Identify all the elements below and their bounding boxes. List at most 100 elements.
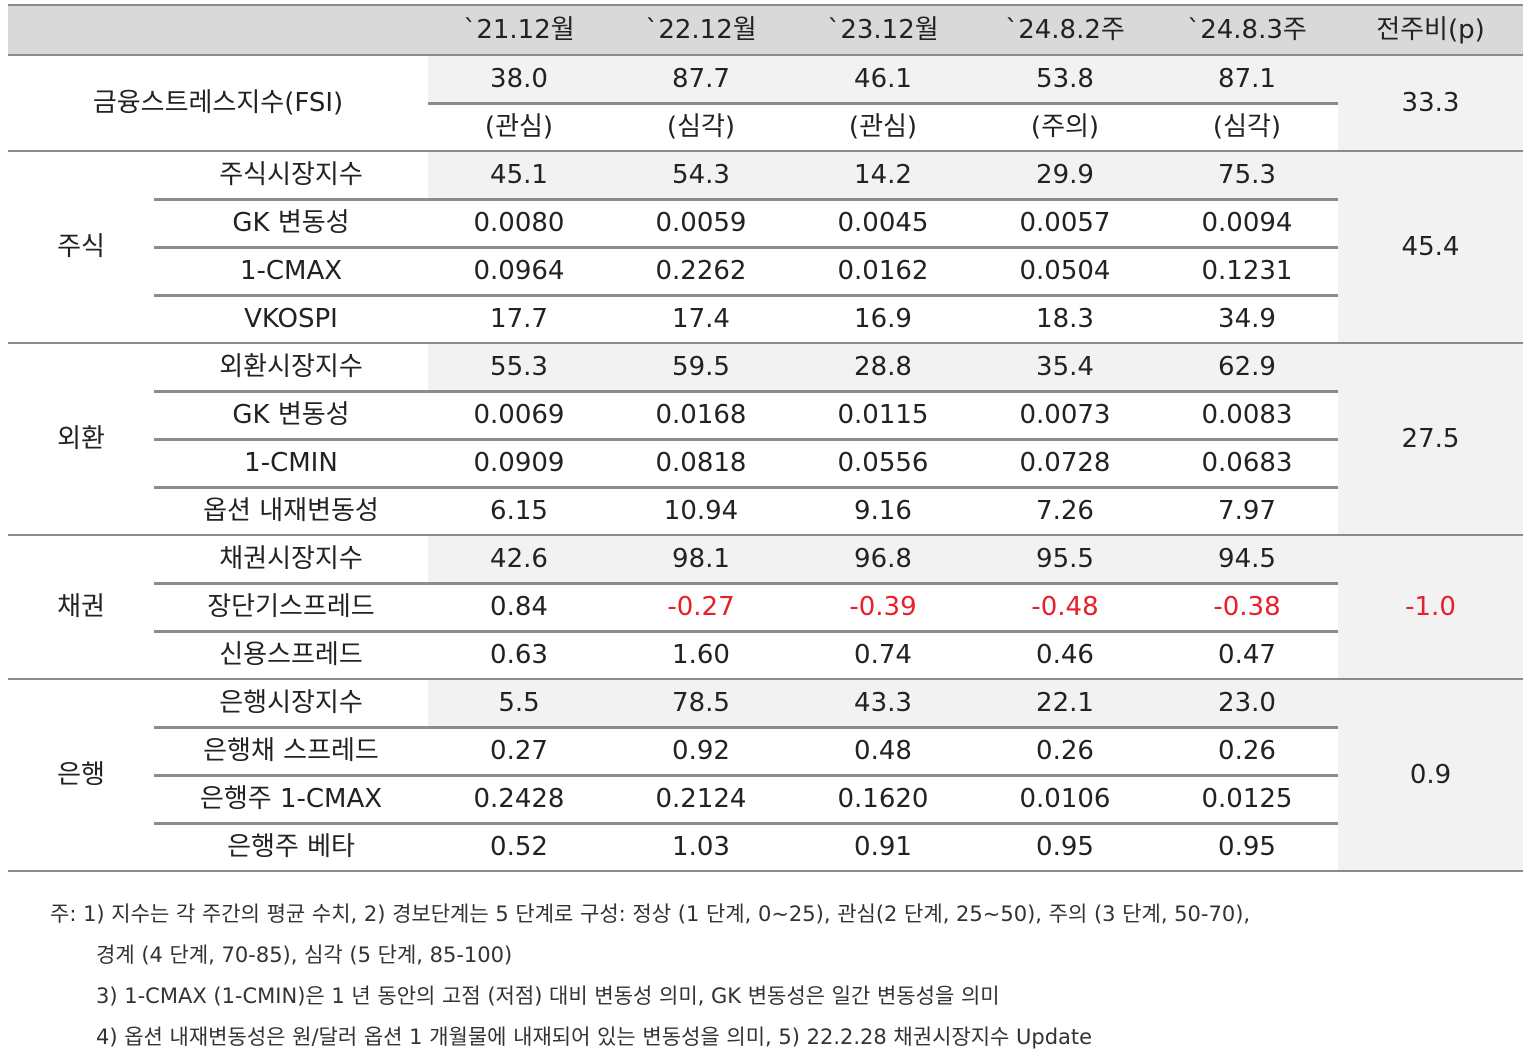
value-cell: 0.0683 <box>1156 437 1338 487</box>
fsi-value: 87.1 <box>1156 55 1338 103</box>
fsi-level: (관심) <box>792 101 974 151</box>
table-row: 옵션 내재변동성 6.15 10.94 9.16 7.26 7.97 <box>8 485 1523 535</box>
fsi-table: `21.12월 `22.12월 `23.12월 `24.8.2주 `24.8.3… <box>8 4 1523 872</box>
footnote-line: 4) 옵션 내재변동성은 원/달러 옵션 1 개월물에 내재되어 있는 변동성을… <box>96 1025 1093 1049</box>
value-cell: 0.26 <box>974 725 1156 775</box>
fsi-level: (심각) <box>1156 101 1338 151</box>
row-label: GK 변동성 <box>154 389 428 439</box>
value-cell: 0.2428 <box>428 773 610 823</box>
value-cell: 0.26 <box>1156 725 1338 775</box>
value-cell: -0.39 <box>792 581 974 631</box>
section-change: 0.9 <box>1338 678 1523 872</box>
value-cell: 22.1 <box>974 678 1156 727</box>
table-row: 채권 채권시장지수 42.6 98.1 96.8 95.5 94.5 -1.0 <box>8 534 1523 679</box>
value-cell: 0.0083 <box>1156 389 1338 439</box>
value-cell: 10.94 <box>610 485 792 535</box>
row-label: 장단기스프레드 <box>154 581 428 631</box>
value-cell: 18.3 <box>974 293 1156 343</box>
section-label: 외환 <box>8 342 154 535</box>
table-row: GK 변동성 0.0069 0.0168 0.0115 0.0073 0.0083 <box>8 389 1523 439</box>
fsi-level: (심각) <box>610 101 792 151</box>
fsi-label: 금융스트레스지수(FSI) <box>92 88 344 118</box>
value-cell: 0.74 <box>792 629 974 679</box>
section-change: 45.4 <box>1338 150 1523 343</box>
table-row: 장단기스프레드 0.84 -0.27 -0.39 -0.48 -0.38 <box>8 581 1523 631</box>
row-label: 은행주 1-CMAX <box>154 773 428 823</box>
value-cell: 5.5 <box>428 678 610 727</box>
table-row: VKOSPI 17.7 17.4 16.9 18.3 34.9 <box>8 293 1523 343</box>
value-cell: 0.1231 <box>1156 245 1338 295</box>
row-label: 옵션 내재변동성 <box>154 485 428 535</box>
footnote-line: 주: 1) 지수는 각 주간의 평균 수치, 2) 경보단계는 5 단계로 구성… <box>50 902 1251 926</box>
value-cell: 42.6 <box>428 534 610 583</box>
row-label: 주식시장지수 <box>154 150 428 199</box>
value-cell: 98.1 <box>610 534 792 583</box>
value-cell: 0.0106 <box>974 773 1156 823</box>
value-cell: 0.0728 <box>974 437 1156 487</box>
table-row: 신용스프레드 0.63 1.60 0.74 0.46 0.47 <box>8 629 1523 679</box>
header-col: `22.12월 <box>610 4 792 56</box>
section-label: 주식 <box>8 150 154 343</box>
value-cell: 95.5 <box>974 534 1156 583</box>
value-cell: 0.46 <box>974 629 1156 679</box>
value-cell: 0.91 <box>792 821 974 872</box>
table-row: 1-CMAX 0.0964 0.2262 0.0162 0.0504 0.1231 <box>8 245 1523 295</box>
value-cell: 7.26 <box>974 485 1156 535</box>
header-col: `23.12월 <box>792 4 974 56</box>
value-cell: 75.3 <box>1156 150 1338 199</box>
value-cell: 0.0556 <box>792 437 974 487</box>
fsi-value: 46.1 <box>792 55 974 103</box>
row-label: 1-CMAX <box>154 245 428 295</box>
value-cell: 0.84 <box>428 581 610 631</box>
value-cell: 0.0504 <box>974 245 1156 295</box>
section-label: 은행 <box>8 678 154 872</box>
row-label: 신용스프레드 <box>154 629 428 679</box>
table-row: (관심) (심각) (관심) (주의) (심각) <box>8 101 1523 151</box>
value-cell: -0.48 <box>974 581 1156 631</box>
section-label: 채권 <box>8 534 154 679</box>
value-cell: 0.92 <box>610 725 792 775</box>
fsi-value: 38.0 <box>428 55 610 103</box>
table-row: 은행채 스프레드 0.27 0.92 0.48 0.26 0.26 <box>8 725 1523 775</box>
footnote-line: 경계 (4 단계, 70-85), 심각 (5 단계, 85-100) <box>96 943 513 967</box>
fsi-value: 87.7 <box>610 55 792 103</box>
table-row: 은행주 베타 0.52 1.03 0.91 0.95 0.95 <box>8 821 1523 872</box>
section-change: -1.0 <box>1338 534 1523 679</box>
table-body: 금융스트레스지수(FSI) 38.0 87.7 46.1 53.8 87.1 33.3 (관심… <box>8 55 1523 872</box>
value-cell: 23.0 <box>1156 678 1338 727</box>
value-cell: 0.0818 <box>610 437 792 487</box>
header-row: `21.12월 `22.12월 `23.12월 `24.8.2주 `24.8.3… <box>8 4 1523 56</box>
fsi-change: 33.3 <box>1338 55 1523 151</box>
value-cell: 0.0094 <box>1156 197 1338 247</box>
header-col: `24.8.3주 <box>1156 4 1338 56</box>
value-cell: 0.1620 <box>792 773 974 823</box>
value-cell: 16.9 <box>792 293 974 343</box>
value-cell: 0.0045 <box>792 197 974 247</box>
value-cell: 1.03 <box>610 821 792 872</box>
value-cell: 0.0909 <box>428 437 610 487</box>
header-col: `24.8.2주 <box>974 4 1156 56</box>
table-row: 외환 외환시장지수 55.3 59.5 28.8 35.4 62.9 27.5 <box>8 342 1523 535</box>
value-cell: 0.95 <box>1156 821 1338 872</box>
value-cell: 0.0059 <box>610 197 792 247</box>
row-label: VKOSPI <box>154 293 428 343</box>
header-blank <box>8 4 428 56</box>
value-cell: 29.9 <box>974 150 1156 199</box>
header-col: `21.12월 <box>428 4 610 56</box>
row-label: 은행시장지수 <box>154 678 428 727</box>
value-cell: 0.0162 <box>792 245 974 295</box>
value-cell: 0.0069 <box>428 389 610 439</box>
row-label: 은행채 스프레드 <box>154 725 428 775</box>
table-row: 금융스트레스지수(FSI) 38.0 87.7 46.1 53.8 87.1 33.3 <box>8 55 1523 151</box>
value-cell: -0.27 <box>610 581 792 631</box>
footnote-line: 3) 1-CMAX (1-CMIN)은 1 년 동안의 고점 (저점) 대비 변… <box>96 984 1000 1008</box>
fsi-level: (주의) <box>974 101 1156 151</box>
table-row: GK 변동성 0.0080 0.0059 0.0045 0.0057 0.0094 <box>8 197 1523 247</box>
value-cell: 45.1 <box>428 150 610 199</box>
table-row: 은행 은행시장지수 5.5 78.5 43.3 22.1 23.0 0.9 <box>8 678 1523 872</box>
table-row: 1-CMIN 0.0909 0.0818 0.0556 0.0728 0.0683 <box>8 437 1523 487</box>
value-cell: 34.9 <box>1156 293 1338 343</box>
value-cell: 0.27 <box>428 725 610 775</box>
section-change: 27.5 <box>1338 342 1523 535</box>
value-cell: 0.0115 <box>792 389 974 439</box>
